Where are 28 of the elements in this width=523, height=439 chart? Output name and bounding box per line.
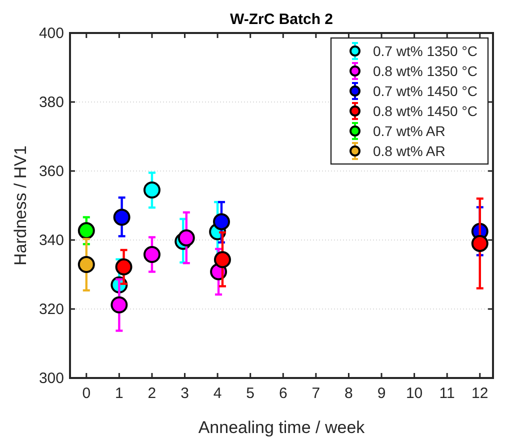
legend-label: 0.7 wt% 1350 °C [373, 43, 478, 59]
x-tick-label: 7 [312, 385, 320, 402]
x-tick-label: 10 [406, 385, 423, 402]
y-tick-label: 400 [38, 25, 64, 42]
legend-label: 0.7 wt% AR [373, 123, 446, 139]
legend-label: 0.7 wt% 1450 °C [373, 83, 478, 99]
x-tick-label: 11 [439, 385, 455, 402]
x-tick-label: 4 [213, 385, 222, 402]
x-tick-label: 2 [148, 385, 156, 402]
y-tick-label: 380 [38, 94, 64, 111]
x-tick-label: 6 [278, 385, 288, 402]
legend-label: 0.8 wt% 1450 °C [373, 103, 478, 119]
x-tick-label: 0 [82, 385, 91, 402]
x-tick-label: 8 [344, 385, 353, 402]
x-axis-title: Annealing time / week [198, 418, 366, 437]
legend-label: 0.8 wt% 1350 °C [373, 63, 478, 79]
legend-label: 0.8 wt% AR [373, 143, 446, 159]
y-tick-label: 300 [38, 370, 64, 387]
y-tick-label: 320 [38, 301, 64, 318]
x-tick-label: 5 [246, 385, 255, 402]
x-tick-label: 9 [377, 385, 386, 402]
y-tick-label: 360 [38, 163, 64, 180]
chart-title: W-ZrC Batch 2 [230, 11, 334, 28]
x-tick-label: 12 [472, 385, 488, 402]
y-axis-title: Hardness / HV1 [11, 146, 30, 266]
x-tick-label: 3 [180, 385, 189, 402]
y-tick-label: 340 [38, 232, 64, 249]
x-tick-label: 1 [115, 385, 124, 402]
